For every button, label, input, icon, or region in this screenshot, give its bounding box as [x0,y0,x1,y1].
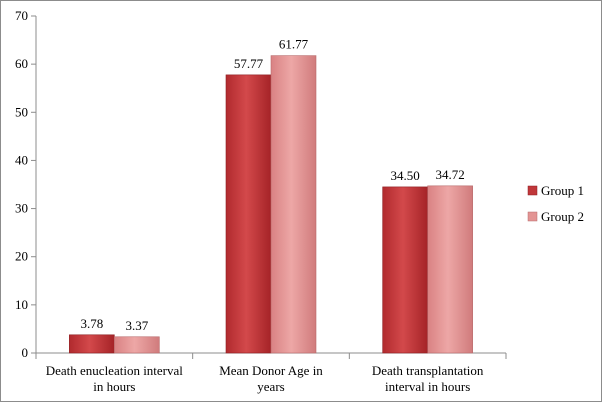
y-tick-label: 30 [15,201,28,216]
category-label-3: Death transplantation [372,363,484,378]
y-tick-label: 60 [15,56,28,71]
category-label-1: in hours [93,379,135,394]
y-tick-label: 70 [15,8,28,23]
bar-2-3 [427,185,473,354]
y-tick-label: 10 [15,297,28,312]
bar-1-1 [69,334,115,354]
legend-label-2: Group 2 [541,209,584,224]
category-label-1: Death enucleation interval [46,363,184,378]
legend-swatch-2 [527,211,538,222]
y-tick-label: 0 [22,345,29,360]
legend-swatch-1 [527,185,538,196]
bar-1-3 [382,186,428,354]
bar-1-2 [225,74,272,354]
data-label-1-2: 57.77 [234,56,264,71]
y-tick-label: 50 [15,104,28,119]
data-label-2-3: 34.72 [436,167,465,182]
data-label-1-3: 34.50 [391,168,420,183]
bar-2-1 [114,336,160,354]
y-tick-label: 40 [15,152,28,167]
bar-2-2 [270,55,317,354]
data-label-2-2: 61.77 [279,37,309,52]
category-label-3: interval in hours [385,379,470,394]
data-label-2-1: 3.37 [125,318,148,333]
data-label-1-1: 3.78 [80,316,103,331]
y-tick-label: 20 [15,249,28,264]
category-label-2: years [257,379,284,394]
category-label-2: Mean Donor Age in [219,363,323,378]
legend-label-1: Group 1 [541,183,584,198]
